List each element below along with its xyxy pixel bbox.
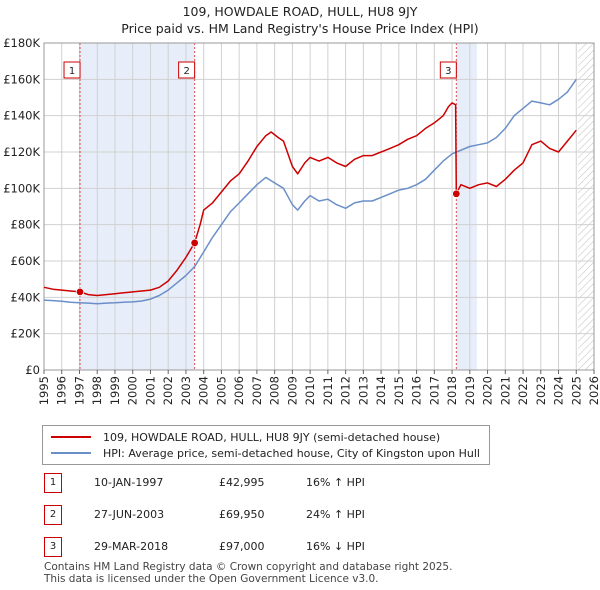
sale-row: 2 27-JUN-2003 £69,950 24% ↑ HPI <box>44 505 464 525</box>
chart-legend: 109, HOWDALE ROAD, HULL, HU8 9JY (semi-d… <box>42 425 490 465</box>
x-tick-label: 2010 <box>303 376 317 405</box>
x-tick-label: 2021 <box>498 376 512 405</box>
sale-badge: 2 <box>44 505 62 525</box>
legend-label-hpi: HPI: Average price, semi-detached house,… <box>103 446 480 460</box>
sale-label-box <box>178 61 196 79</box>
x-tick-label: 2002 <box>161 376 175 405</box>
legend-swatch-price <box>51 436 91 438</box>
y-tick-label: £160K <box>3 72 40 86</box>
hpi-series-line <box>43 78 577 305</box>
sale-label-box <box>63 61 81 79</box>
sale-price: £97,000 <box>219 540 265 553</box>
x-tick-label: 2012 <box>339 376 353 405</box>
y-tick-label: £0 <box>25 363 40 377</box>
x-tick-label: 2024 <box>552 376 566 405</box>
x-tick-label: 2020 <box>481 376 495 405</box>
footer-licence: This data is licensed under the Open Gov… <box>44 573 379 585</box>
legend-swatch-hpi <box>51 452 91 454</box>
x-tick-label: 2009 <box>285 376 299 405</box>
sale-badge: 1 <box>44 473 62 493</box>
sale-hpi-change: 16% ↓ HPI <box>306 540 365 553</box>
x-tick-label: 2014 <box>374 376 388 405</box>
y-tick-label: £140K <box>3 109 40 123</box>
sale-date: 29-MAR-2018 <box>94 540 169 553</box>
x-tick-label: 2006 <box>232 376 246 405</box>
y-tick-label: £80K <box>11 218 41 232</box>
sale-point <box>190 238 199 248</box>
y-tick-label: £20K <box>11 327 41 341</box>
sale-row: 1 10-JAN-1997 £42,995 16% ↑ HPI <box>44 473 464 493</box>
legend-label-price: 109, HOWDALE ROAD, HULL, HU8 9JY (semi-d… <box>103 430 441 444</box>
sale-date: 27-JUN-2003 <box>94 508 165 521</box>
sale-date: 10-JAN-1997 <box>94 476 164 489</box>
shaded-period <box>80 43 195 370</box>
sale-hpi-change: 24% ↑ HPI <box>306 508 365 521</box>
plot-frame <box>43 42 595 371</box>
shaded-period <box>456 43 477 370</box>
x-tick-label: 2000 <box>126 376 140 405</box>
x-tick-label: 2007 <box>250 376 264 405</box>
x-tick-label: 2011 <box>321 376 335 405</box>
x-tick-label: 2025 <box>569 376 583 405</box>
sale-hpi-change: 16% ↑ HPI <box>306 476 365 489</box>
x-tick-label: 2026 <box>587 376 600 405</box>
footer-copyright: Contains HM Land Registry data © Crown c… <box>44 561 453 573</box>
sale-price: £69,950 <box>219 508 265 521</box>
sale-label-number: 2 <box>183 66 189 77</box>
sale-point <box>75 287 85 297</box>
y-tick-label: £100K <box>3 181 40 195</box>
x-tick-label: 2015 <box>392 376 406 405</box>
chart-title: 109, HOWDALE ROAD, HULL, HU8 9JY <box>182 4 418 19</box>
x-tick-label: 1995 <box>37 376 51 405</box>
x-tick-label: 2001 <box>143 376 157 405</box>
chart-subtitle: Price paid vs. HM Land Registry's House … <box>121 21 479 36</box>
y-tick-label: £40K <box>11 290 41 304</box>
sale-label-number: 1 <box>69 66 75 77</box>
x-tick-label: 2016 <box>410 376 424 405</box>
x-tick-label: 2003 <box>179 376 193 405</box>
sale-label-box <box>439 61 457 79</box>
y-tick-label: £120K <box>3 145 40 159</box>
sale-label-number: 3 <box>445 66 451 77</box>
x-tick-label: 1996 <box>55 376 69 405</box>
x-tick-label: 2008 <box>268 376 282 405</box>
x-tick-label: 1997 <box>72 376 86 405</box>
price-chart: 1 2 3 £0 £20K £40K £60K £80K £100K £120K £140K £160… <box>3 36 600 405</box>
x-tick-label: 2018 <box>445 376 459 405</box>
sale-row: 3 29-MAR-2018 £97,000 16% ↓ HPI <box>44 537 464 557</box>
future-hatch-region <box>578 43 594 370</box>
x-tick-label: 2017 <box>427 376 441 405</box>
x-tick-label: 2013 <box>356 376 370 405</box>
sale-point <box>452 189 461 198</box>
x-tick-label: 2004 <box>197 376 211 405</box>
y-tick-label: £180K <box>3 36 40 50</box>
x-tick-label: 2022 <box>516 376 530 405</box>
y-tick-label: £60K <box>11 254 41 268</box>
x-tick-label: 1998 <box>90 376 104 405</box>
price-series-line <box>43 102 577 297</box>
x-tick-label: 2005 <box>214 376 228 405</box>
x-tick-label: 2023 <box>534 376 548 405</box>
x-tick-label: 2019 <box>463 376 477 405</box>
x-tick-label: 1999 <box>108 376 122 405</box>
sale-price: £42,995 <box>219 476 265 489</box>
legend-item-price: 109, HOWDALE ROAD, HULL, HU8 9JY (semi-d… <box>51 429 440 445</box>
sale-badge: 3 <box>44 537 62 557</box>
legend-item-hpi: HPI: Average price, semi-detached house,… <box>51 445 480 461</box>
